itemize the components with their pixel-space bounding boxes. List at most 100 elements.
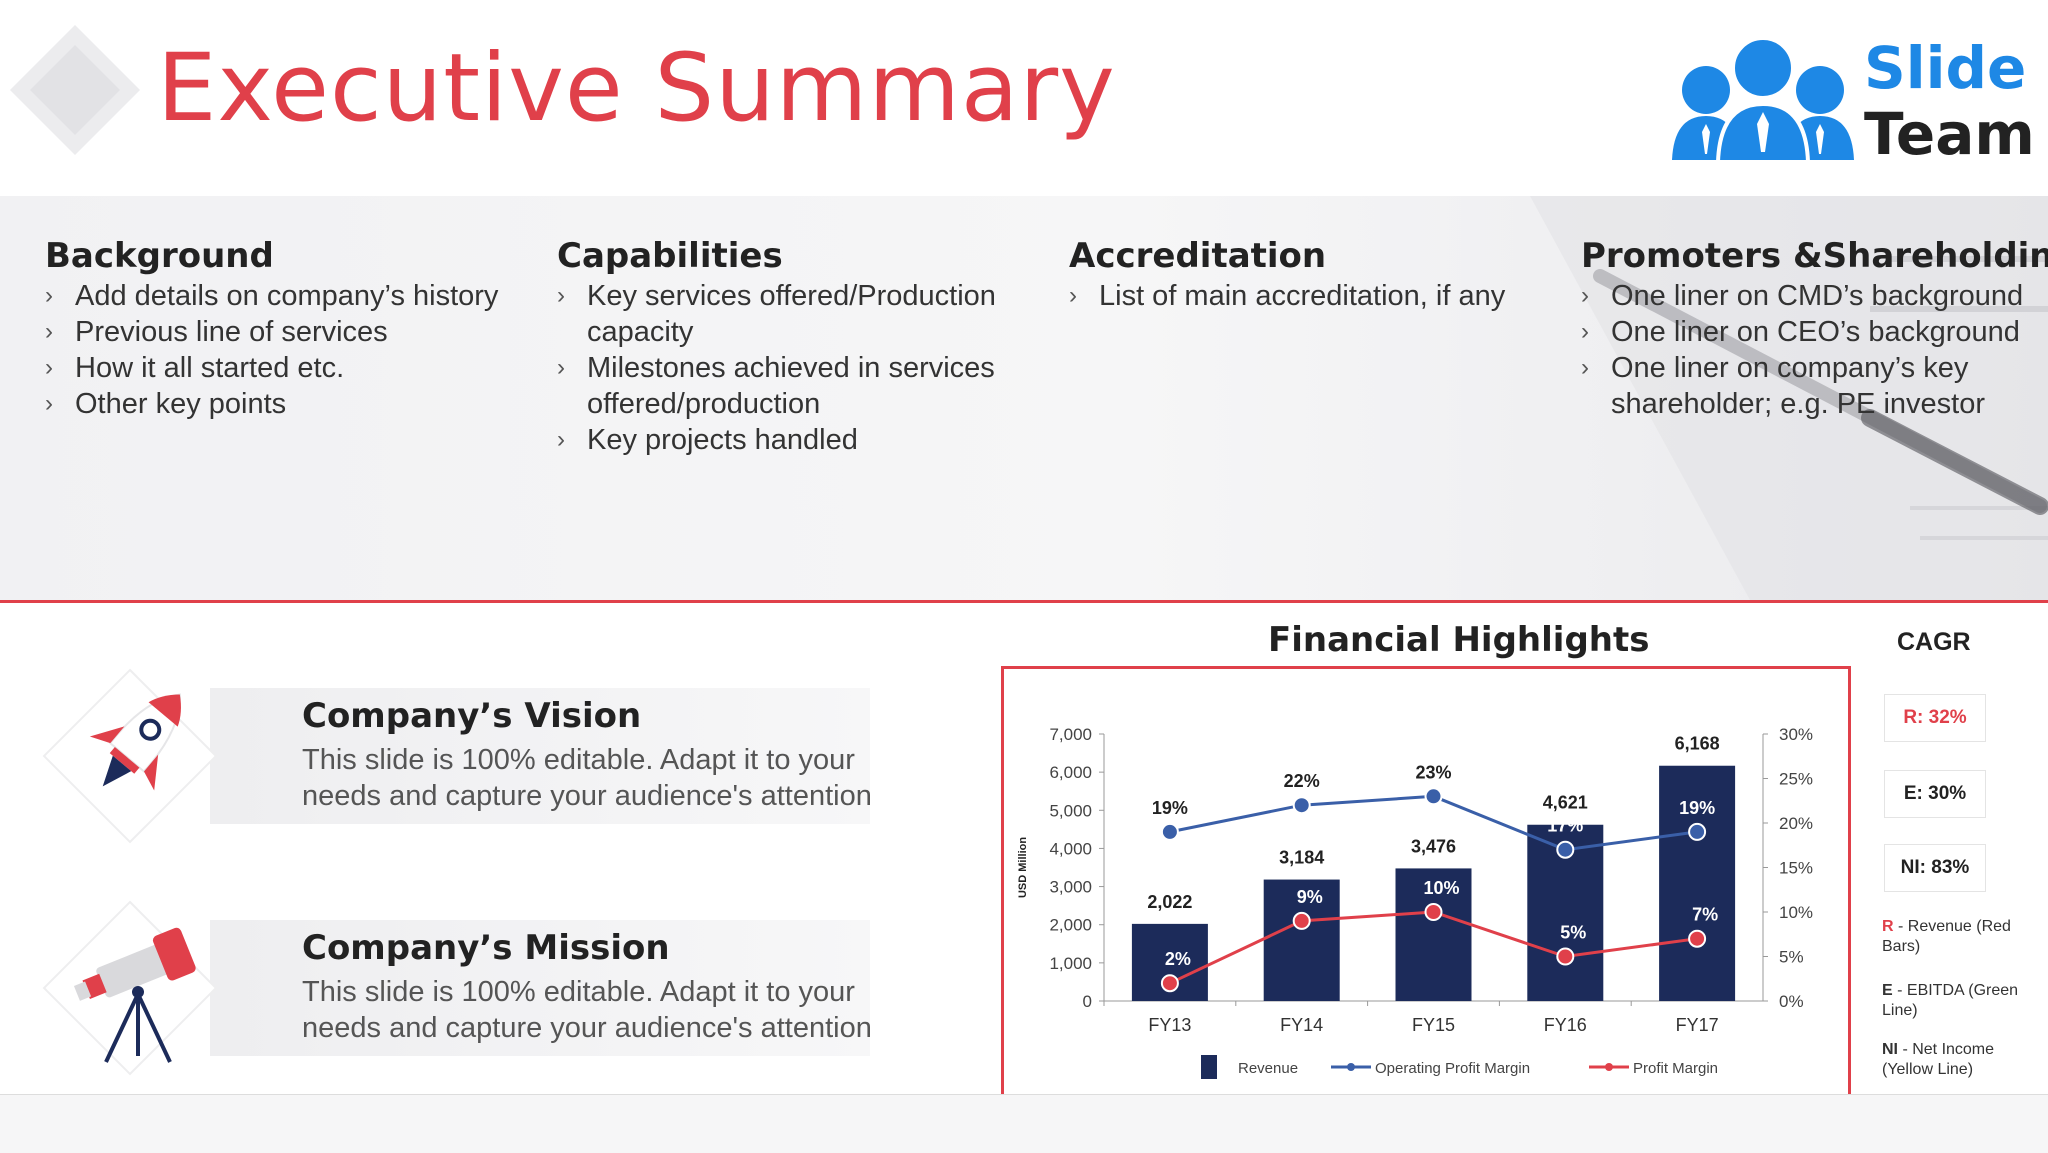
line-data-label: 10% bbox=[1423, 878, 1459, 898]
rocket-icon bbox=[42, 668, 218, 844]
cagr-net-income-badge: NI: 83% bbox=[1884, 844, 1986, 892]
y-tick-label: 5,000 bbox=[1049, 801, 1092, 820]
series-point bbox=[1556, 840, 1575, 859]
capabilities-column: Capabilities Key services offered/Produc… bbox=[557, 236, 1017, 458]
revenue-bar bbox=[1659, 765, 1736, 1001]
x-tick-label: FY16 bbox=[1544, 1015, 1587, 1035]
line-data-label: 19% bbox=[1152, 798, 1188, 818]
chart-frame bbox=[1001, 666, 1851, 1096]
y2-tick-label: 5% bbox=[1779, 948, 1804, 967]
legend-opm-label: Operating Profit Margin bbox=[1375, 1060, 1530, 1077]
series-point bbox=[1160, 822, 1179, 841]
y2-tick-label: 30% bbox=[1779, 725, 1813, 744]
x-tick-label: FY17 bbox=[1676, 1015, 1719, 1035]
y2-tick-label: 15% bbox=[1779, 859, 1813, 878]
promoters-column: Promoters &Shareholding One liner on CMD… bbox=[1581, 236, 2048, 422]
line-data-label: 19% bbox=[1679, 798, 1715, 818]
line-data-label: 17% bbox=[1547, 816, 1583, 836]
section-divider bbox=[0, 600, 2048, 603]
cagr-note-ebitda: E - EBITDA (Green Line) bbox=[1882, 981, 2042, 1021]
y-tick-label: 2,000 bbox=[1049, 916, 1092, 935]
y-tick-label: 7,000 bbox=[1049, 725, 1092, 744]
list-item: List of main accreditation, if any bbox=[1069, 278, 1529, 314]
accreditation-column: Accreditation List of main accreditation… bbox=[1069, 236, 1529, 314]
vision-body: This slide is 100% editable. Adapt it to… bbox=[302, 744, 872, 812]
list-item: Key projects handled bbox=[557, 422, 1017, 458]
note-text: - Revenue (Red Bars) bbox=[1882, 918, 2011, 955]
bar-data-label: 3,476 bbox=[1411, 836, 1456, 856]
series-point bbox=[1424, 787, 1443, 806]
list-item: Other key points bbox=[45, 386, 505, 422]
series-point bbox=[1688, 822, 1707, 841]
list-item: How it all started etc. bbox=[45, 350, 505, 386]
x-tick-label: FY15 bbox=[1412, 1015, 1455, 1035]
bar-data-label: 6,168 bbox=[1675, 734, 1720, 754]
y-tick-label: 3,000 bbox=[1049, 878, 1092, 897]
note-key: R bbox=[1882, 918, 1894, 935]
column-heading: Background bbox=[45, 236, 274, 276]
mission-body: This slide is 100% editable. Adapt it to… bbox=[302, 976, 872, 1044]
legend-pm-marker bbox=[1605, 1063, 1613, 1071]
vision-card: Company’s Vision This slide is 100% edit… bbox=[0, 668, 880, 844]
legend-revenue-swatch bbox=[1201, 1055, 1217, 1079]
financial-highlights-title: Financial Highlights bbox=[1268, 620, 1650, 660]
column-heading: Accreditation bbox=[1069, 236, 1327, 276]
list-item: One liner on CMD’s background bbox=[1581, 278, 2041, 314]
note-text: - Net Income (Yellow Line) bbox=[1882, 1041, 1995, 1078]
y-tick-label: 6,000 bbox=[1049, 763, 1092, 782]
cagr-ebitda-badge: E: 30% bbox=[1884, 770, 1986, 818]
y-tick-label: 1,000 bbox=[1049, 954, 1092, 973]
x-tick-label: FY14 bbox=[1280, 1015, 1323, 1035]
logo-word-team: Team bbox=[1864, 100, 2035, 168]
list-item: One liner on company’s key shareholder; … bbox=[1581, 350, 2041, 422]
vision-title: Company’s Vision bbox=[302, 696, 642, 736]
bar-data-label: 2,022 bbox=[1147, 892, 1192, 912]
series-point bbox=[1292, 796, 1311, 815]
legend-opm-marker bbox=[1347, 1063, 1355, 1071]
legend-revenue-label: Revenue bbox=[1238, 1060, 1298, 1077]
line-data-label: 22% bbox=[1284, 771, 1320, 791]
mission-strip bbox=[210, 920, 870, 1056]
line-data-label: 9% bbox=[1297, 887, 1323, 907]
list-item: Milestones achieved in services offered/… bbox=[557, 350, 1017, 422]
series-point bbox=[1292, 911, 1311, 930]
y2-tick-label: 0% bbox=[1779, 992, 1804, 1011]
list-item: Previous line of services bbox=[45, 314, 505, 350]
telescope-icon bbox=[42, 900, 218, 1076]
line-data-label: 5% bbox=[1560, 923, 1586, 943]
slideteam-logo: Slide Team bbox=[1668, 28, 2035, 168]
line-data-label: 23% bbox=[1415, 762, 1451, 782]
note-key: NI bbox=[1882, 1041, 1898, 1058]
list-item: Key services offered/Production capacity bbox=[557, 278, 1017, 350]
x-tick-label: FY13 bbox=[1148, 1015, 1191, 1035]
y-axis-title: USD Million bbox=[1017, 837, 1029, 898]
decorative-diamond bbox=[10, 25, 140, 155]
series-point bbox=[1160, 974, 1179, 993]
list-item: One liner on CEO’s background bbox=[1581, 314, 2041, 350]
footer-strip bbox=[0, 1094, 2048, 1153]
logo-word-slide: Slide bbox=[1864, 34, 2027, 102]
financial-chart: 0 1,000 2,000 3,000 4,000 5,000 6,000 7,000 0% 5%… bbox=[1017, 725, 1813, 1079]
column-heading: Promoters &Shareholding bbox=[1581, 236, 2048, 276]
series-point bbox=[1688, 929, 1707, 948]
cagr-heading: CAGR bbox=[1897, 628, 1971, 656]
cagr-note-revenue: R - Revenue (Red Bars) bbox=[1882, 917, 2042, 957]
line-data-label: 2% bbox=[1165, 949, 1191, 969]
mission-card: Company’s Mission This slide is 100% edi… bbox=[0, 900, 880, 1076]
line-data-label: 7% bbox=[1692, 905, 1718, 925]
y-tick-label: 0 bbox=[1083, 992, 1092, 1011]
note-key: E bbox=[1882, 982, 1893, 999]
y2-tick-label: 10% bbox=[1779, 903, 1813, 922]
list-item: Add details on company’s history bbox=[45, 278, 505, 314]
series-point bbox=[1424, 903, 1443, 921]
revenue-bar bbox=[1395, 868, 1472, 1001]
bar-data-label: 3,184 bbox=[1279, 848, 1324, 868]
revenue-bar bbox=[1263, 879, 1340, 1001]
y2-tick-label: 25% bbox=[1779, 770, 1813, 789]
vision-strip bbox=[210, 688, 870, 824]
mission-title: Company’s Mission bbox=[302, 928, 670, 968]
people-icon bbox=[1672, 36, 1854, 164]
background-column: Background Add details on company’s hist… bbox=[45, 236, 505, 422]
page-title: Executive Summary bbox=[157, 34, 1116, 143]
cagr-revenue-badge: R: 32% bbox=[1884, 694, 1986, 742]
